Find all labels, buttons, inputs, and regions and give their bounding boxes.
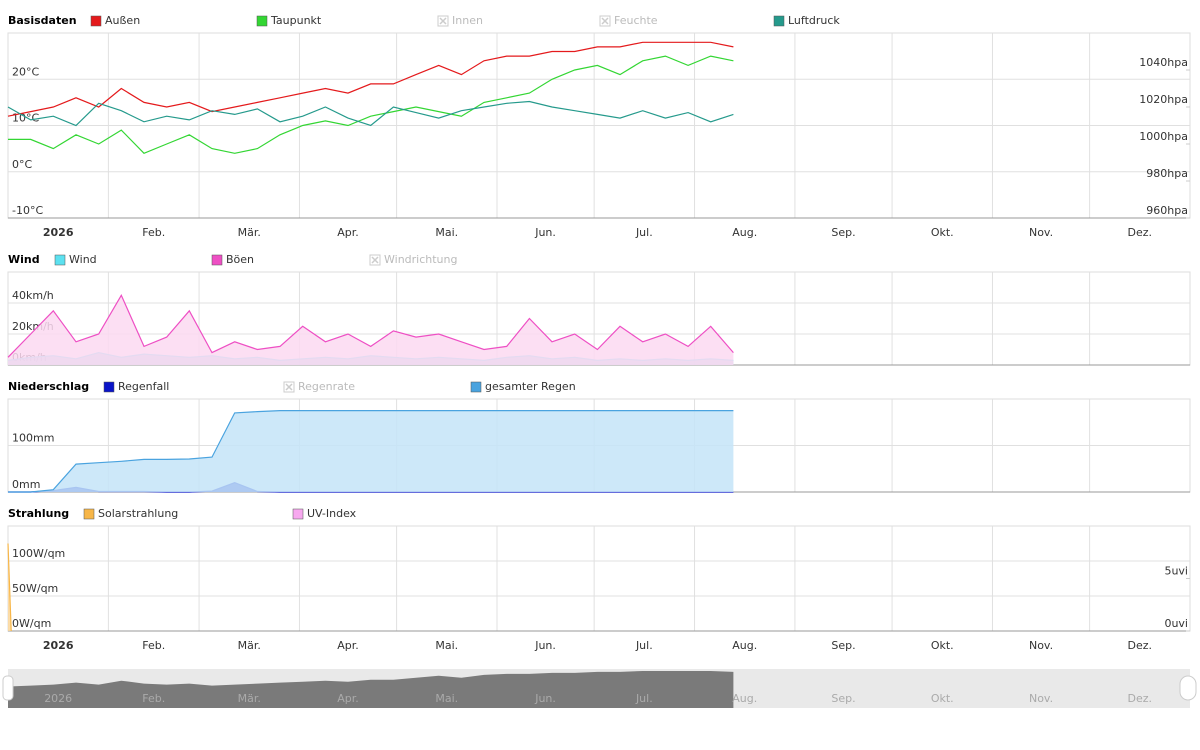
legend-label[interactable]: Taupunkt [270, 14, 322, 27]
navigator-label: Jun. [534, 692, 556, 705]
x-tick-label: Okt. [931, 226, 954, 239]
navigator-label: Aug. [732, 692, 757, 705]
legend-box-x [285, 383, 293, 391]
x-tick-label: Aug. [732, 639, 757, 652]
y-tick-label: 100W/qm [12, 547, 65, 560]
legend-box [211, 254, 223, 266]
x-tick-label: Mär. [238, 226, 261, 239]
panel-title: Basisdaten [8, 14, 77, 27]
legend-label[interactable]: Luftdruck [788, 14, 840, 27]
navigator-label: 2026 [44, 692, 72, 705]
legend-box [292, 508, 304, 520]
x-tick-label: Nov. [1029, 639, 1053, 652]
legend-label[interactable]: Außen [105, 14, 140, 27]
legend-box [773, 15, 785, 27]
navigator-label: Sep. [831, 692, 855, 705]
legend-box [54, 254, 66, 266]
legend-box [256, 15, 268, 27]
navigator-label: Jul. [635, 692, 653, 705]
panel-title: Niederschlag [8, 380, 89, 393]
y-tick-label: 10°C [12, 112, 39, 125]
x-tick-label: Feb. [142, 639, 165, 652]
y-tick-label: 40km/h [12, 289, 54, 302]
panel-title: Strahlung [8, 507, 69, 520]
legend-box-x [439, 17, 447, 25]
legend-label[interactable]: Solarstrahlung [98, 507, 178, 520]
navigator-label: Feb. [142, 692, 165, 705]
x-tick-label: 2026 [43, 639, 74, 652]
legend-label[interactable]: UV-Index [307, 507, 357, 520]
navigator-label: Okt. [931, 692, 954, 705]
navigator-label: Nov. [1029, 692, 1053, 705]
series-line [8, 410, 734, 493]
y-tick-label: 0°C [12, 158, 32, 171]
x-tick-label: Apr. [337, 226, 359, 239]
legend-box-x [371, 256, 379, 264]
y-tick-label: 0mm [12, 478, 40, 491]
x-tick-label: Mär. [238, 639, 261, 652]
series-line [7, 100, 734, 127]
y-tick-label: 100mm [12, 432, 54, 445]
navigator-label: Apr. [337, 692, 359, 705]
x-tick-label: Jun. [534, 226, 556, 239]
legend-box [103, 381, 115, 393]
x-tick-label: Mai. [435, 226, 458, 239]
legend-box [90, 15, 102, 27]
series-line [7, 543, 12, 632]
x-tick-label: Nov. [1029, 226, 1053, 239]
plot-frame [7, 525, 1191, 632]
y2-tick-label: 1040hpa [1139, 56, 1188, 69]
legend-label[interactable]: Windrichtung [384, 253, 457, 266]
legend-label[interactable]: Regenfall [118, 380, 169, 393]
legend-label[interactable]: Wind [69, 253, 97, 266]
legend-label[interactable]: Innen [452, 14, 483, 27]
legend-box [83, 508, 95, 520]
y2-tick-label: 980hpa [1146, 167, 1188, 180]
x-tick-label: Sep. [831, 226, 855, 239]
x-tick-label: Feb. [142, 226, 165, 239]
navigator-label: Mai. [435, 692, 458, 705]
x-tick-label: Aug. [732, 226, 757, 239]
series-line [8, 55, 734, 155]
legend-box [470, 381, 482, 393]
legend-label[interactable]: Feuchte [614, 14, 658, 27]
x-tick-label: Okt. [931, 639, 954, 652]
y2-tick-label: 5uvi [1164, 565, 1188, 578]
x-tick-label: Jun. [534, 639, 556, 652]
series-line [7, 41, 734, 117]
y2-tick-label: 960hpa [1146, 204, 1188, 217]
y2-tick-label: 1020hpa [1139, 93, 1188, 106]
legend-box-x [601, 17, 609, 25]
y-tick-label: 0W/qm [12, 617, 51, 630]
navigator-label: Dez. [1128, 692, 1153, 705]
navigator-handle-left[interactable] [2, 675, 14, 701]
series-line [7, 293, 734, 358]
navigator-area [8, 671, 734, 708]
navigator-handle-right[interactable] [1179, 675, 1197, 701]
series-area [8, 295, 734, 365]
legend-label[interactable]: Böen [226, 253, 254, 266]
y-tick-label: -10°C [12, 204, 43, 217]
navigator-label: Mär. [238, 692, 261, 705]
legend-label[interactable]: gesamter Regen [485, 380, 576, 393]
x-tick-label: Jul. [635, 639, 653, 652]
x-tick-label: Mai. [435, 639, 458, 652]
y2-tick-label: 1000hpa [1139, 130, 1188, 143]
y-tick-label: 20°C [12, 65, 39, 78]
series-area [8, 410, 734, 492]
x-tick-label: Sep. [831, 639, 855, 652]
y2-tick-label: 0uvi [1164, 617, 1188, 630]
panel-title: Wind [8, 253, 40, 266]
x-tick-label: 2026 [43, 226, 74, 239]
x-tick-label: Apr. [337, 639, 359, 652]
x-tick-label: Dez. [1128, 226, 1153, 239]
x-tick-label: Jul. [635, 226, 653, 239]
x-tick-label: Dez. [1128, 639, 1153, 652]
y-tick-label: 50W/qm [12, 582, 58, 595]
legend-label[interactable]: Regenrate [298, 380, 355, 393]
